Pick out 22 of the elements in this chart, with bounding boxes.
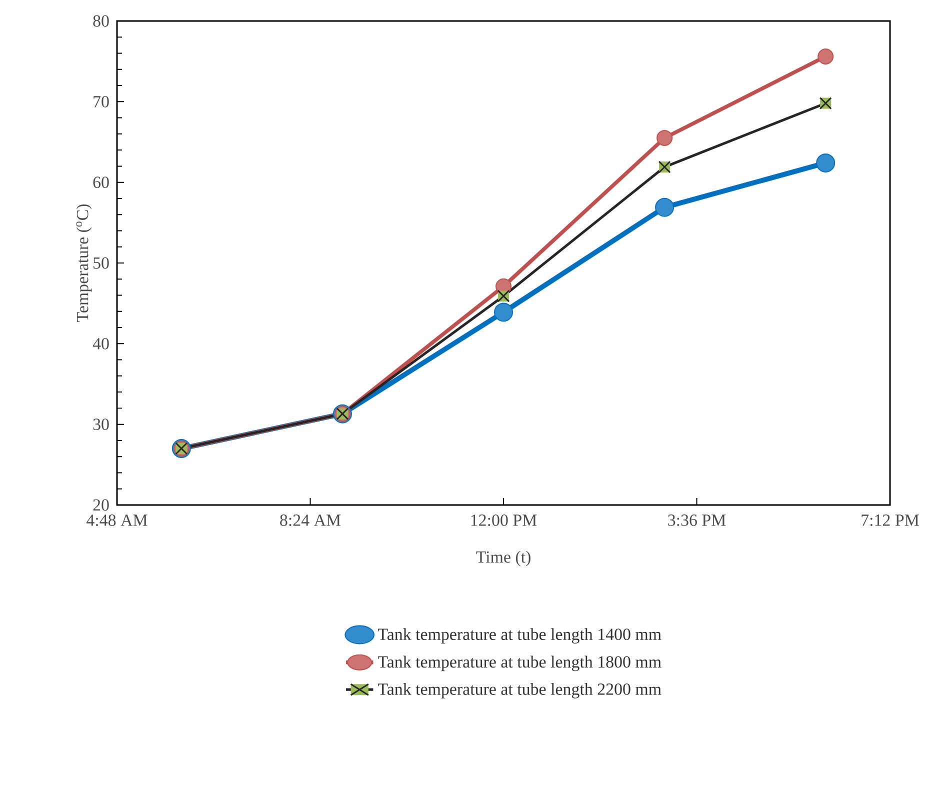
y-tick-label: 30 [93,418,109,430]
point [818,48,834,64]
y-axis-title: Temperature ($^{o}$C) [76,204,92,322]
y-tick-label: 40 [92,338,109,350]
y-tick-label: 80 [93,15,109,27]
y-tick-label: 60 [93,176,109,188]
point [816,153,836,172]
legend-label: Tank temperature at tube length 2200 mm [378,682,662,698]
point [656,130,673,146]
legend-label: Tank temperature at tube length 1400 mm [378,628,662,644]
point [655,198,674,217]
legend-label: Tank temperature at tube length 1800 mm [378,656,662,672]
x-tick-label: 3:36 PM [668,514,726,526]
x-tick-label: 12:00 PM [471,514,537,526]
x-axis-title: Time (t) [476,550,530,566]
x-tick-label: 8:24 AM [280,514,341,526]
y-tick-label: 20 [93,499,109,511]
point [494,302,514,322]
x-tick-label: 7:12 PM [862,514,919,526]
y-tick-label: 70 [94,96,109,108]
y-tick-label: 50 [94,257,109,269]
x-tick-label: 4:48 AM [86,514,148,526]
